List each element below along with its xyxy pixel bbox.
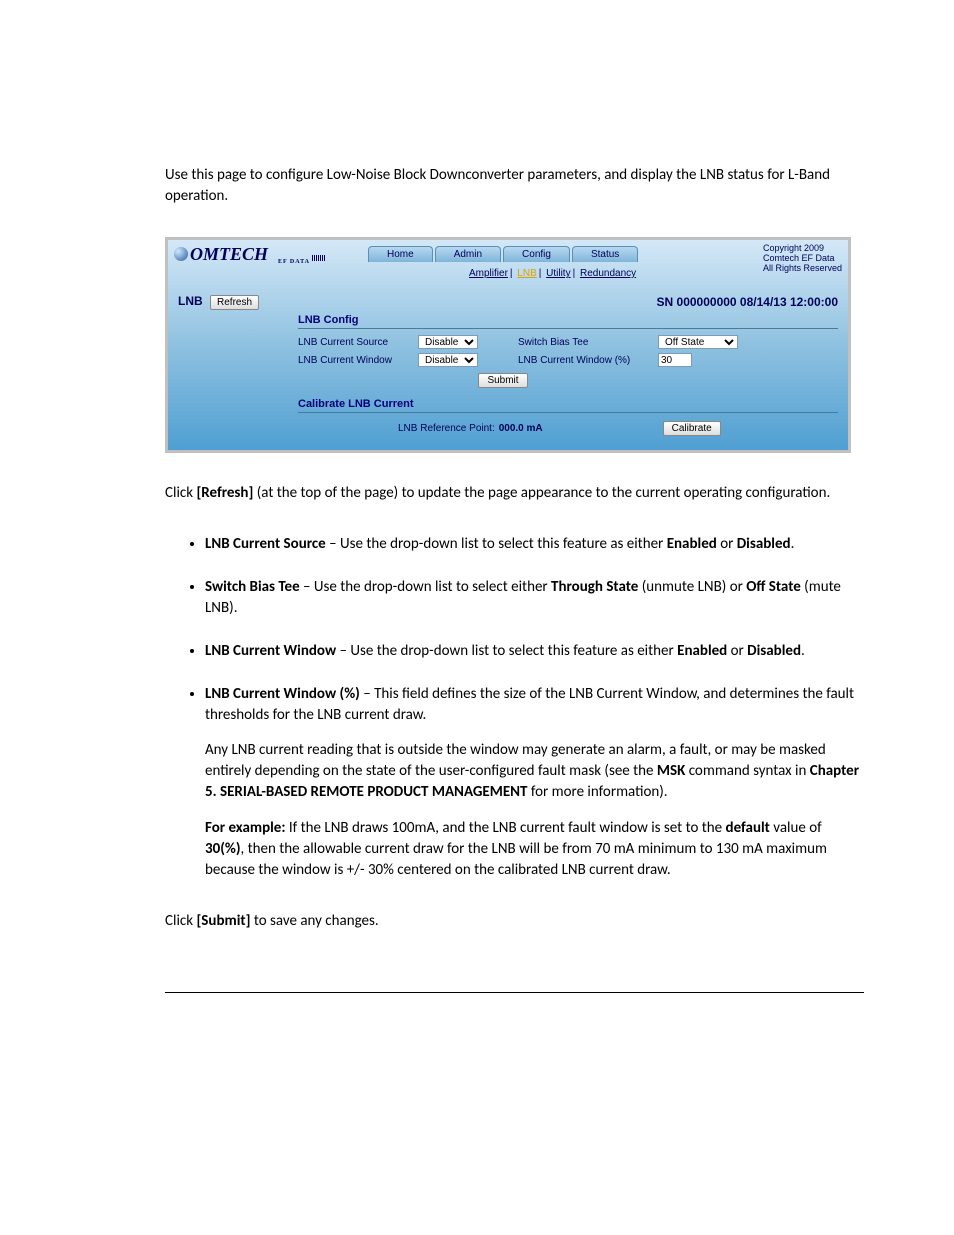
submit-button[interactable]: Submit (478, 373, 527, 388)
screenshot-body: LNB Config LNB Current Source Disable Sw… (168, 314, 848, 450)
logo-text: OMTECH (190, 244, 268, 264)
config-row-2: LNB Current Window Disable LNB Current W… (298, 353, 838, 367)
subnav-sep: | (539, 268, 542, 279)
term: default (726, 819, 770, 837)
screenshot-header: OMTECH EF DATA Home Admin Config Status … (168, 240, 848, 286)
current-source-select[interactable]: Disable (418, 335, 478, 349)
sub-paragraph-msk: Any LNB current reading that is outside … (205, 740, 864, 803)
tab-home[interactable]: Home (368, 246, 433, 262)
subnav-redundancy[interactable]: Redundancy (580, 268, 636, 279)
subnav-amplifier[interactable]: Amplifier (469, 268, 508, 279)
submit-row: Submit (168, 373, 838, 388)
bullet-current-source: LNB Current Source – Use the drop-down l… (205, 534, 864, 555)
bullet-list: LNB Current Source – Use the drop-down l… (165, 534, 864, 881)
ref-point-value: 000.0 mA (499, 423, 543, 434)
text: for more information). (527, 783, 667, 801)
text: command syntax in (685, 762, 809, 780)
intro-paragraph: Use this page to configure Low-Noise Blo… (165, 165, 864, 207)
current-window-pct-input[interactable] (658, 353, 692, 367)
term: Disabled (737, 535, 791, 553)
sub-nav: Amplifier| LNB| Utility| Redundancy (468, 268, 637, 279)
text: – Use the drop-down list to select this … (336, 642, 677, 660)
subnav-lnb[interactable]: LNB (517, 268, 536, 279)
term: Through State (551, 578, 638, 596)
term: Switch Bias Tee (205, 578, 300, 596)
main-nav: Home Admin Config Status (368, 246, 640, 262)
text: or (727, 642, 747, 660)
term: 30(%) (205, 840, 241, 858)
page-title-left: LNB Refresh (178, 294, 259, 310)
tab-status[interactable]: Status (572, 246, 638, 262)
text: – Use the drop-down list to select this … (326, 535, 667, 553)
bias-tee-label: Switch Bias Tee (518, 337, 658, 348)
calibrate-row: LNB Reference Point: 000.0 mA Calibrate (298, 419, 838, 442)
screenshot-container: OMTECH EF DATA Home Admin Config Status … (165, 237, 851, 453)
subnav-utility[interactable]: Utility (546, 268, 570, 279)
refresh-paragraph: Click [Refresh] (at the top of the page)… (165, 483, 864, 504)
calibrate-button[interactable]: Calibrate (663, 421, 721, 436)
text: . (791, 535, 795, 553)
current-source-label: LNB Current Source (298, 337, 418, 348)
text: If the LNB draws 100mA, and the LNB curr… (286, 819, 726, 837)
current-window-select[interactable]: Disable (418, 353, 478, 367)
calibrate-btn-wrap: Calibrate (663, 421, 721, 436)
calibrate-title: Calibrate LNB Current (298, 398, 838, 413)
tab-admin[interactable]: Admin (435, 246, 501, 262)
tab-config[interactable]: Config (503, 246, 570, 262)
text: Click (165, 912, 196, 930)
text: or (717, 535, 737, 553)
config-row-1: LNB Current Source Disable Switch Bias T… (298, 335, 838, 349)
bias-tee-select[interactable]: Off State (658, 335, 738, 349)
logo-subtext: EF DATA (278, 259, 310, 265)
text: (at the top of the page) to update the p… (253, 484, 830, 502)
text: to save any changes. (250, 912, 378, 930)
bullet-current-window-pct: LNB Current Window (%) – This field defi… (205, 684, 864, 881)
copyright-block: Copyright 2009 Comtech EF Data All Right… (763, 244, 842, 274)
globe-icon (174, 247, 188, 261)
bullet-current-window: LNB Current Window – Use the drop-down l… (205, 641, 864, 662)
logo-bars-icon (312, 255, 326, 261)
ref-point-label: LNB Reference Point: (398, 423, 495, 434)
term: MSK (657, 762, 685, 780)
lnb-config-title: LNB Config (298, 314, 838, 329)
term: For example: (205, 819, 286, 837)
text: – Use the drop-down list to select eithe… (300, 578, 551, 596)
serial-number: SN 000000000 08/14/13 12:00:00 (657, 295, 838, 309)
term: Off State (746, 578, 801, 596)
copyright-line3: All Rights Reserved (763, 264, 842, 274)
term: LNB Current Source (205, 535, 326, 553)
current-window-pct-label: LNB Current Window (%) (518, 355, 658, 366)
sub-paragraph-example: For example: If the LNB draws 100mA, and… (205, 818, 864, 881)
term: LNB Current Window (205, 642, 336, 660)
page-title-bar: LNB Refresh SN 000000000 08/14/13 12:00:… (168, 286, 848, 314)
text: value of (770, 819, 822, 837)
term: Enabled (677, 642, 727, 660)
logo: OMTECH EF DATA (174, 244, 268, 265)
text: . (801, 642, 805, 660)
subnav-sep: | (573, 268, 576, 279)
refresh-bold: [Refresh] (196, 484, 253, 502)
subnav-sep: | (510, 268, 513, 279)
text: (unmute LNB) or (638, 578, 746, 596)
text: Click (165, 484, 196, 502)
refresh-button[interactable]: Refresh (210, 295, 259, 310)
submit-paragraph: Click [Submit] to save any changes. (165, 911, 864, 932)
term: Enabled (667, 535, 717, 553)
term: Disabled (747, 642, 801, 660)
page-title: LNB (178, 294, 203, 308)
submit-bold: [Submit] (196, 912, 250, 930)
footer-rule (165, 992, 864, 993)
bullet-bias-tee: Switch Bias Tee – Use the drop-down list… (205, 577, 864, 619)
current-window-label: LNB Current Window (298, 355, 418, 366)
term: LNB Current Window (%) (205, 685, 360, 703)
text: , then the allowable current draw for th… (205, 840, 827, 879)
